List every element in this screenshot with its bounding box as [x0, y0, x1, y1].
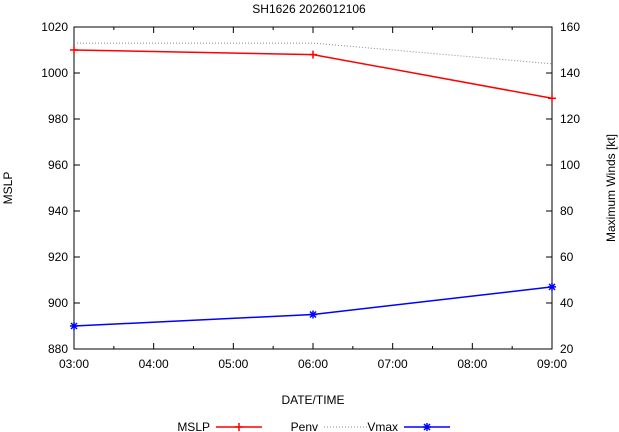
y2-tick-label: 140	[560, 66, 580, 80]
legend: MSLP Penv Vmax	[177, 420, 450, 432]
chart-title: SH1626 2026012106	[252, 2, 366, 16]
vmax-point	[548, 282, 556, 291]
x-tick-label: 07:00	[378, 357, 408, 371]
mslp-point	[548, 94, 556, 103]
y2-tick-label: 20	[560, 342, 574, 356]
vmax-point	[70, 322, 78, 330]
legend-label-mslp: MSLP	[177, 420, 210, 432]
legend-label-penv: Penv	[291, 420, 318, 432]
x-axis-label: DATE/TIME	[281, 393, 344, 407]
y2-tick-label: 80	[560, 204, 574, 218]
vmax-line	[73, 286, 553, 327]
legend-marker-mslp	[235, 423, 243, 431]
y-tick-label: 1000	[41, 66, 68, 80]
y-tick-label: 1020	[41, 20, 68, 34]
x-tick-label: 09:00	[537, 357, 567, 371]
y-tick-label: 880	[48, 342, 68, 356]
axes: 880 900 920 940 960 980 1000 1020 20 40 60 80 100 120…	[41, 20, 580, 371]
y-axis-label: MSLP	[1, 172, 15, 205]
legend-label-vmax: Vmax	[367, 420, 398, 432]
mslp-point	[309, 50, 317, 59]
y2-tick-label: 120	[560, 112, 580, 126]
y-tick-label: 940	[48, 204, 68, 218]
y2-tick-label: 40	[560, 296, 574, 310]
x-tick-label: 08:00	[457, 357, 487, 371]
x-tick-label: 05:00	[218, 357, 248, 371]
x-tick-label: 06:00	[298, 357, 328, 371]
mslp-point	[70, 46, 78, 54]
plot-area	[73, 26, 553, 350]
y-tick-label: 980	[48, 112, 68, 126]
vmax-point	[309, 310, 317, 319]
y2-tick-label: 60	[560, 250, 574, 264]
y-tick-label: 900	[48, 296, 68, 310]
x-tick-label: 04:00	[139, 357, 169, 371]
x-tick-label: 03:00	[59, 357, 89, 371]
series-layer	[70, 42, 556, 330]
y2-tick-label: 160	[560, 20, 580, 34]
y-tick-label: 920	[48, 250, 68, 264]
y2-axis-label: Maximum Winds [kt]	[604, 134, 618, 242]
y2-tick-label: 100	[560, 158, 580, 172]
y-tick-label: 960	[48, 158, 68, 172]
legend-marker-vmax	[423, 423, 431, 431]
